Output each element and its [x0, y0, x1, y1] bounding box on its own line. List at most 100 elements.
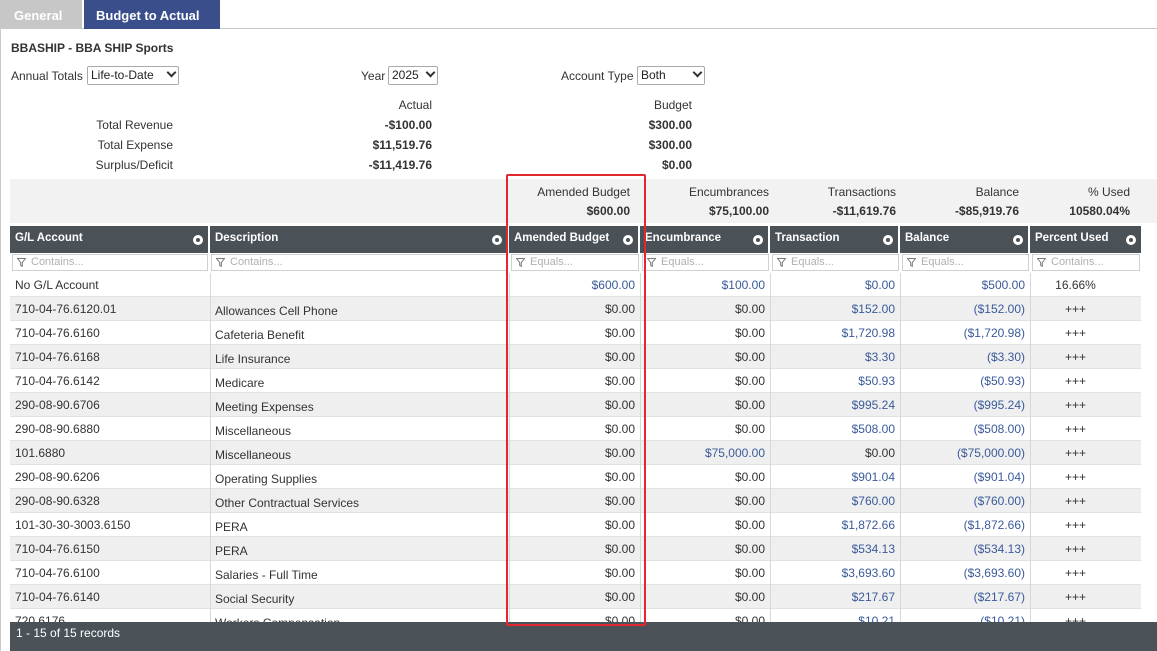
cell-encumbrance[interactable]: $0.00: [734, 350, 765, 364]
cell-amended-budget[interactable]: $0.00: [604, 566, 635, 580]
filter-transaction[interactable]: Equals...: [772, 254, 899, 271]
table-row[interactable]: 710-04-76.6150 PERA $0.00 $0.00 $534.13 ($534…: [10, 537, 1141, 561]
cell-encumbrance[interactable]: $0.00: [734, 614, 765, 622]
cell-transaction[interactable]: $10.21: [858, 614, 895, 622]
cell-transaction[interactable]: $760.00: [851, 494, 895, 508]
gear-icon[interactable]: [1013, 235, 1023, 245]
cell-encumbrance[interactable]: $0.00: [734, 302, 765, 316]
table-row[interactable]: 290-08-90.6706 Meeting Expenses $0.00 $0.00…: [10, 393, 1141, 417]
table-row[interactable]: 290-08-90.6206 Operating Supplies $0.00 $0.…: [10, 465, 1141, 489]
cell-transaction[interactable]: $217.67: [851, 590, 895, 604]
filter-percent-used[interactable]: Contains...: [1032, 254, 1140, 271]
cell-amended-budget[interactable]: $0.00: [604, 302, 635, 316]
cell-encumbrance[interactable]: $75,000.00: [704, 446, 765, 460]
cell-encumbrance[interactable]: $0.00: [734, 542, 765, 556]
cell-amended-budget[interactable]: $0.00: [604, 494, 635, 508]
table-row[interactable]: No G/L Account $600.00 $100.00 $0.00 $500.00…: [10, 273, 1141, 297]
cell-balance[interactable]: ($995.24): [973, 398, 1025, 412]
table-row[interactable]: 101-30-30-3003.6150 PERA $0.00 $0.00 $1,872.…: [10, 513, 1141, 537]
table-row[interactable]: 290-08-90.6328 Other Contractual Services…: [10, 489, 1141, 513]
table-row[interactable]: 710-04-76.6140 Social Security $0.00 $0.00 $…: [10, 585, 1141, 609]
tab-general[interactable]: General: [0, 0, 82, 29]
column-header-amended-budget[interactable]: Amended Budget: [509, 226, 640, 253]
filter-balance[interactable]: Equals...: [902, 254, 1029, 271]
cell-encumbrance[interactable]: $0.00: [734, 566, 765, 580]
cell-transaction[interactable]: $50.93: [858, 374, 895, 388]
gear-icon[interactable]: [753, 235, 763, 245]
cell-transaction[interactable]: $508.00: [851, 422, 895, 436]
table-row[interactable]: 101.6880 Miscellaneous $0.00 $75,000.00 $0.0…: [10, 441, 1141, 465]
cell-amended-budget[interactable]: $0.00: [604, 374, 635, 388]
cell-amended-budget[interactable]: $0.00: [604, 326, 635, 340]
table-row[interactable]: 710-04-76.6100 Salaries - Full Time $0.00 $…: [10, 561, 1141, 585]
table-row[interactable]: 710-04-76.6168 Life Insurance $0.00 $0.00 $3…: [10, 345, 1141, 369]
filter-encumbrance[interactable]: Equals...: [642, 254, 769, 271]
cell-encumbrance[interactable]: $0.00: [734, 374, 765, 388]
cell-encumbrance[interactable]: $100.00: [721, 278, 765, 292]
gear-icon[interactable]: [623, 235, 633, 245]
filter-amended-budget[interactable]: Equals...: [511, 254, 639, 271]
cell-encumbrance[interactable]: $0.00: [734, 590, 765, 604]
table-row[interactable]: 710-04-76.6160 Cafeteria Benefit $0.00 $0.0…: [10, 321, 1141, 345]
cell-encumbrance[interactable]: $0.00: [734, 470, 765, 484]
column-header-balance[interactable]: Balance: [900, 226, 1030, 253]
cell-balance[interactable]: ($534.13): [973, 542, 1025, 556]
cell-balance[interactable]: ($50.93): [980, 374, 1025, 388]
cell-transaction[interactable]: $534.13: [851, 542, 895, 556]
cell-balance[interactable]: ($1,872.66): [963, 518, 1025, 532]
cell-amended-budget[interactable]: $0.00: [604, 590, 635, 604]
filter-description[interactable]: Contains...: [211, 254, 507, 271]
cell-balance[interactable]: ($901.04): [973, 470, 1025, 484]
cell-transaction[interactable]: $901.04: [851, 470, 895, 484]
column-header-gl-account[interactable]: G/L Account: [10, 226, 210, 253]
column-header-transaction[interactable]: Transaction: [770, 226, 900, 253]
cell-encumbrance[interactable]: $0.00: [734, 398, 765, 412]
cell-amended-budget[interactable]: $0.00: [604, 614, 635, 622]
cell-encumbrance[interactable]: $0.00: [734, 494, 765, 508]
cell-amended-budget[interactable]: $0.00: [604, 422, 635, 436]
table-row[interactable]: 710-04-76.6142 Medicare $0.00 $0.00 $50.93 ($…: [10, 369, 1141, 393]
cell-transaction[interactable]: $1,720.98: [841, 326, 895, 340]
cell-balance[interactable]: ($3.30): [986, 350, 1025, 364]
cell-balance[interactable]: ($10.21): [980, 614, 1025, 622]
gear-icon[interactable]: [193, 235, 203, 245]
cell-encumbrance[interactable]: $0.00: [734, 518, 765, 532]
cell-amended-budget[interactable]: $0.00: [604, 518, 635, 532]
account-type-select[interactable]: Both: [637, 66, 705, 85]
cell-encumbrance[interactable]: $0.00: [734, 422, 765, 436]
column-header-percent-used[interactable]: Percent Used: [1030, 226, 1141, 253]
table-row[interactable]: 720.6176 Workers Compensation $0.00 $0.00 $1…: [10, 609, 1141, 622]
year-select[interactable]: 2025: [388, 66, 438, 85]
cell-balance[interactable]: ($217.67): [973, 590, 1025, 604]
cell-balance[interactable]: ($1,720.98): [963, 326, 1025, 340]
tab-budget-to-actual[interactable]: Budget to Actual: [84, 0, 220, 29]
cell-amended-budget[interactable]: $0.00: [604, 398, 635, 412]
gear-icon[interactable]: [492, 235, 502, 245]
cell-transaction[interactable]: $995.24: [851, 398, 895, 412]
cell-balance[interactable]: ($75,000.00): [956, 446, 1025, 460]
table-row[interactable]: 710-04-76.6120.01 Allowances Cell Phone $0…: [10, 297, 1141, 321]
cell-amended-budget[interactable]: $0.00: [604, 470, 635, 484]
gear-icon[interactable]: [883, 235, 893, 245]
cell-transaction[interactable]: $3.30: [864, 350, 895, 364]
cell-amended-budget[interactable]: $0.00: [604, 542, 635, 556]
gear-icon[interactable]: [1126, 235, 1136, 245]
cell-balance[interactable]: ($3,693.60): [963, 566, 1025, 580]
table-row[interactable]: 290-08-90.6880 Miscellaneous $0.00 $0.00 $50…: [10, 417, 1141, 441]
cell-amended-budget[interactable]: $0.00: [604, 446, 635, 460]
cell-balance[interactable]: ($508.00): [973, 422, 1025, 436]
annual-totals-select[interactable]: Life-to-Date: [87, 66, 179, 85]
cell-transaction[interactable]: $1,872.66: [841, 518, 895, 532]
cell-amended-budget[interactable]: $600.00: [591, 278, 635, 292]
cell-transaction[interactable]: $0.00: [864, 278, 895, 292]
cell-transaction[interactable]: $3,693.60: [841, 566, 895, 580]
cell-transaction[interactable]: $152.00: [851, 302, 895, 316]
cell-balance[interactable]: $500.00: [981, 278, 1025, 292]
column-header-description[interactable]: Description: [210, 226, 509, 253]
column-header-encumbrance[interactable]: Encumbrance: [640, 226, 770, 253]
cell-balance[interactable]: ($760.00): [973, 494, 1025, 508]
cell-balance[interactable]: ($152.00): [973, 302, 1025, 316]
cell-transaction[interactable]: $0.00: [864, 446, 895, 460]
cell-encumbrance[interactable]: $0.00: [734, 326, 765, 340]
cell-amended-budget[interactable]: $0.00: [604, 350, 635, 364]
